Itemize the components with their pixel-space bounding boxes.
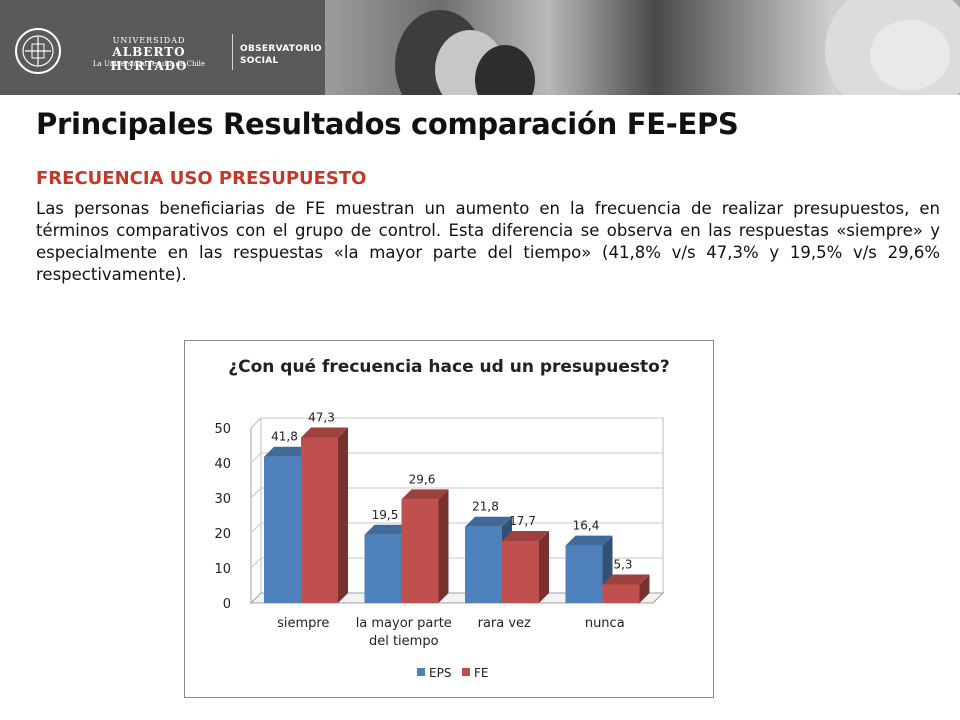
y-tick-label: 10 [214,562,231,577]
logo-panel: UNIVERSIDAD ALBERTO HURTADO La Universid… [0,0,325,95]
logo-university-tagline: La Universidad Jesuita de Chile [92,60,206,68]
legend-label-eps: EPS [429,666,451,680]
university-seal-icon [15,28,61,74]
data-label: 19,5 [372,508,399,522]
bar-eps [264,456,301,603]
data-label: 16,4 [573,519,600,533]
gridline [250,417,663,429]
header-banner: UNIVERSIDAD ALBERTO HURTADO La Universid… [0,0,960,95]
partner-logo-line-2: SOCIAL [240,56,279,66]
bar-eps [465,526,502,603]
bar-top-eps [465,516,512,527]
data-label: 17,7 [509,514,536,528]
y-tick-label: 0 [223,597,231,612]
data-label: 21,8 [472,500,499,514]
y-tick-label: 40 [214,457,231,472]
bar-eps [565,545,603,603]
x-tick-label: del tiempo [369,634,439,649]
slide-subtitle: FRECUENCIA USO PRESUPUESTO [36,168,367,189]
bar-top-fe [602,574,650,585]
chart-container: ¿Con qué frecuencia hace ud un presupues… [184,340,714,698]
bar-top-fe [301,427,348,438]
gridline [250,522,663,534]
bar-side-fe [539,531,549,603]
partner-logo-line-1: OBSERVATORIO [240,44,323,54]
bar-fe [502,541,539,603]
gridline [250,487,663,499]
bar-side-fe [338,427,348,603]
data-label: 5,3 [613,557,632,571]
header-photo [325,0,960,95]
y-tick-label: 20 [214,527,231,542]
bar-top-fe [502,531,549,542]
bar-fe [301,437,338,603]
chart-title: ¿Con qué frecuencia hace ud un presupues… [228,357,669,377]
logo-university-name: ALBERTO HURTADO [110,45,188,73]
slide-title: Principales Resultados comparación FE-EP… [36,107,739,141]
logo-university-label: UNIVERSIDAD [112,36,186,45]
bar-top-eps [565,535,613,546]
bar-eps [364,534,402,603]
bar-top-fe [401,489,449,500]
slide-body: Las personas beneficiarias de FE muestra… [36,199,940,284]
data-label: 47,3 [308,410,335,424]
x-tick-label: rara vez [478,616,531,631]
gridline [250,452,663,464]
y-tick-label: 50 [214,422,231,437]
bar-side-fe [639,574,650,603]
legend-label-fe: FE [474,666,488,680]
y-tick-label: 30 [214,492,231,507]
x-tick-label: la mayor parte [356,616,452,631]
logo-divider [232,34,233,70]
x-tick-label: siempre [277,616,329,631]
bar-side-fe [438,489,449,603]
data-label: 29,6 [409,472,436,486]
x-tick-label: nunca [585,616,625,631]
data-label: 41,8 [271,430,298,444]
bar-top-eps [364,524,412,535]
legend-swatch-fe [462,668,470,676]
legend-swatch-eps [417,668,425,676]
bar-chart: ¿Con qué frecuencia hace ud un presupues… [214,357,669,680]
bar-fe [602,584,640,603]
bar-fe [401,499,439,603]
bar-top-eps [264,446,311,457]
